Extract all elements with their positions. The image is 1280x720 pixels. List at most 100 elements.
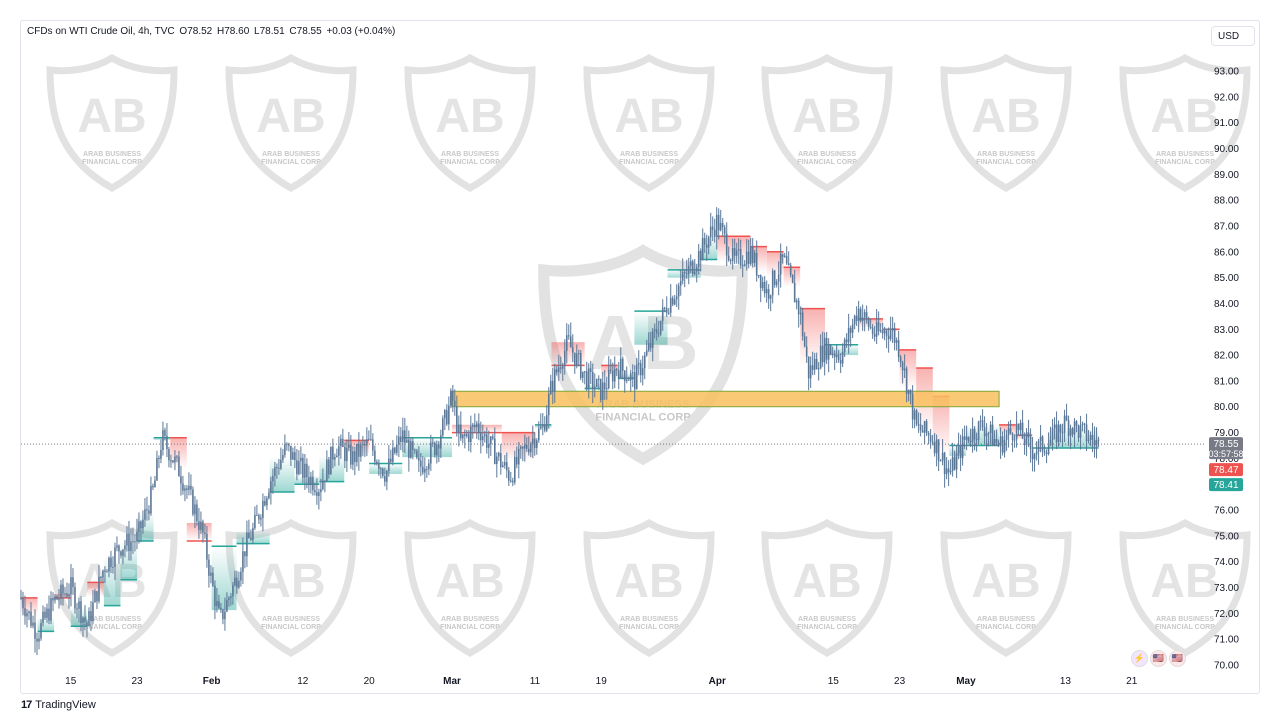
time-axis[interactable]: 15 23 Feb 12 20 Mar 11 19 Apr 15 23 May 13 21 <box>65 676 1138 687</box>
watermark-caption: FINANCIAL CORP <box>976 624 1036 631</box>
countdown-value: 03:57:58 <box>1208 449 1243 459</box>
price-tick-label: 74.00 <box>1214 557 1239 568</box>
watermark-monogram: AB <box>256 90 325 143</box>
supertrend-fill <box>883 329 900 332</box>
watermark-caption: ARAB BUSINESS <box>1156 151 1214 158</box>
ohlc-change: +0.03 (+0.04%) <box>326 26 396 37</box>
price-tick-label: 73.00 <box>1214 583 1239 594</box>
time-tick-label: Feb <box>203 676 221 687</box>
price-tick-label: 90.00 <box>1214 144 1239 155</box>
watermark-caption: FINANCIAL CORP <box>1155 624 1215 631</box>
price-tick-label: 93.00 <box>1214 67 1239 78</box>
watermark-caption: ARAB BUSINESS <box>262 616 320 623</box>
watermark-caption: ARAB BUSINESS <box>620 616 678 623</box>
watermark-shield-outline <box>583 518 715 658</box>
us-flag-icon[interactable]: 🇺🇸 <box>1169 650 1186 667</box>
time-tick-label: 12 <box>297 676 309 687</box>
time-tick-label: 15 <box>65 676 77 687</box>
watermark-shield-outline <box>538 244 748 466</box>
chart-frame[interactable] <box>20 20 1260 694</box>
lightning-icon[interactable]: ⚡ <box>1131 650 1148 667</box>
ohlc-close: C78.55 <box>289 26 322 37</box>
us-flag-icon[interactable]: 🇺🇸 <box>1150 650 1167 667</box>
symbol-legend[interactable]: CFDs on WTI Crude Oil, 4h, TVC O78.52 H7… <box>27 26 397 37</box>
supertrend-fill <box>319 455 345 482</box>
tradingview-logo-icon: 17 <box>21 699 32 711</box>
supertrend-fill <box>54 593 71 598</box>
footer-brand[interactable]: 17 TradingView <box>21 699 96 711</box>
watermark-shield-outline <box>404 518 536 658</box>
watermark-shield-outline <box>1119 518 1251 658</box>
watermark-caption: ARAB BUSINESS <box>83 616 141 623</box>
watermark-shield-outline <box>761 518 893 658</box>
watermark-caption: ARAB BUSINESS <box>1156 616 1214 623</box>
price-tick-label: 85.00 <box>1214 273 1239 284</box>
watermark-caption: ARAB BUSINESS <box>977 151 1035 158</box>
supertrend-fill <box>153 437 171 440</box>
watermark-caption: FINANCIAL CORP <box>595 411 691 423</box>
watermark-caption: ARAB BUSINESS <box>441 151 499 158</box>
watermark-caption: FINANCIAL CORP <box>1155 159 1215 166</box>
watermark-monogram: AB <box>971 90 1040 143</box>
watermark-monogram: AB <box>614 90 683 143</box>
ohlc-open: O78.52 <box>179 26 213 37</box>
watermark-shield-outline <box>46 53 178 193</box>
time-tick-label: 15 <box>828 676 840 687</box>
supertrend-fill <box>369 463 403 474</box>
time-tick-label: 20 <box>364 676 376 687</box>
time-tick-label: 11 <box>530 676 541 687</box>
price-tick-label: 89.00 <box>1214 170 1239 181</box>
watermark-caption: ARAB BUSINESS <box>798 616 856 623</box>
green-level-tag <box>1209 478 1243 492</box>
currency-button[interactable]: USD <box>1211 26 1255 46</box>
watermark-monogram: AB <box>256 555 325 608</box>
watermark-caption: ARAB BUSINESS <box>441 616 499 623</box>
supertrend-fill <box>667 269 701 278</box>
price-axis[interactable]: 93.00 92.00 91.00 90.00 89.00 88.00 87.00 86.00… <box>1214 67 1239 672</box>
supertrend-fill <box>999 424 1016 437</box>
watermark-monogram: AB <box>77 90 146 143</box>
price-tick-label: 87.00 <box>1214 221 1239 232</box>
watermark-caption: ARAB BUSINESS <box>798 151 856 158</box>
supertrend-fill <box>1015 435 1033 440</box>
price-tick-label: 81.00 <box>1214 376 1239 387</box>
time-tick-label: Mar <box>443 676 461 687</box>
watermark-monogram: AB <box>1150 90 1219 143</box>
last-price-value: 78.55 <box>1213 439 1238 450</box>
watermark-shield-outline <box>583 53 715 193</box>
watermark-caption: FINANCIAL CORP <box>440 624 500 631</box>
time-tick-label: 23 <box>894 676 906 687</box>
watermark-monogram: AB <box>792 555 861 608</box>
watermark-shield-outline <box>46 518 178 658</box>
support-zone-rect <box>451 390 1000 408</box>
supertrend-fill <box>617 373 635 379</box>
supertrend-fill <box>551 342 585 366</box>
watermark-caption: ARAB BUSINESS <box>977 616 1035 623</box>
time-tick-label: 23 <box>131 676 143 687</box>
watermark-shield-outline <box>404 53 536 193</box>
candles-layer <box>20 207 1100 656</box>
watermark-monogram: AB <box>792 90 861 143</box>
watermark-shield-outline <box>940 53 1072 193</box>
price-tick-label: 75.00 <box>1214 531 1239 542</box>
symbol-title[interactable]: CFDs on WTI Crude Oil, 4h, TVC <box>27 26 175 37</box>
price-tick-label: 78.00 <box>1214 454 1239 465</box>
supertrend-fill <box>402 437 453 458</box>
supertrend-fill <box>211 546 237 611</box>
time-tick-label: 13 <box>1060 676 1072 687</box>
watermark-shield-outline <box>940 518 1072 658</box>
price-tick-label: 82.00 <box>1214 351 1239 362</box>
price-tick-label: 86.00 <box>1214 247 1239 258</box>
time-tick-label: 21 <box>1126 676 1138 687</box>
watermark-caption: FINANCIAL CORP <box>82 624 142 631</box>
time-tick-label: 19 <box>596 676 608 687</box>
price-tick-label: 83.00 <box>1214 325 1239 336</box>
watermark-caption: ARAB BUSINESS <box>83 151 141 158</box>
